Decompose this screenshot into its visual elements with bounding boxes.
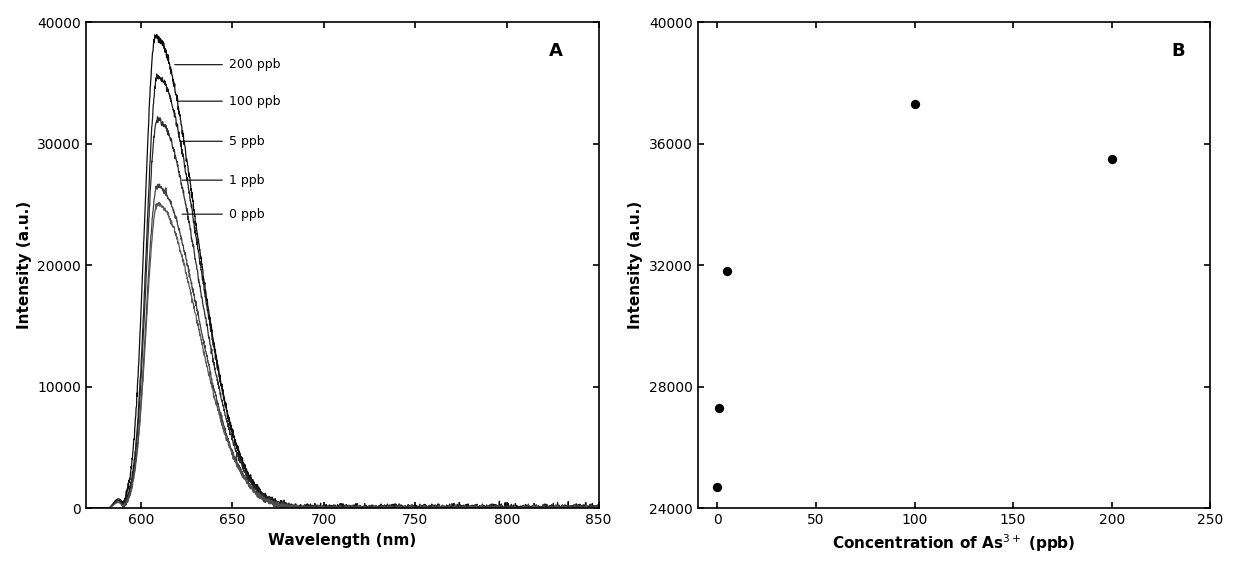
Point <box>717 267 737 276</box>
Text: B: B <box>1171 42 1184 59</box>
X-axis label: Wavelength (nm): Wavelength (nm) <box>268 533 417 548</box>
Text: 200 ppb: 200 ppb <box>228 58 280 71</box>
X-axis label: Concentration of As$^{3+}$ (ppb): Concentration of As$^{3+}$ (ppb) <box>832 533 1075 554</box>
Y-axis label: Intensity (a.u.): Intensity (a.u.) <box>16 201 32 329</box>
Point <box>1101 154 1121 163</box>
Point <box>709 403 729 412</box>
Text: 100 ppb: 100 ppb <box>228 95 280 108</box>
Text: 0 ppb: 0 ppb <box>228 208 264 220</box>
Y-axis label: Intensity (a.u.): Intensity (a.u.) <box>629 201 644 329</box>
Text: A: A <box>549 42 563 59</box>
Point <box>905 99 925 108</box>
Text: 1 ppb: 1 ppb <box>228 174 264 187</box>
Text: 5 ppb: 5 ppb <box>228 135 264 148</box>
Point <box>708 482 728 492</box>
